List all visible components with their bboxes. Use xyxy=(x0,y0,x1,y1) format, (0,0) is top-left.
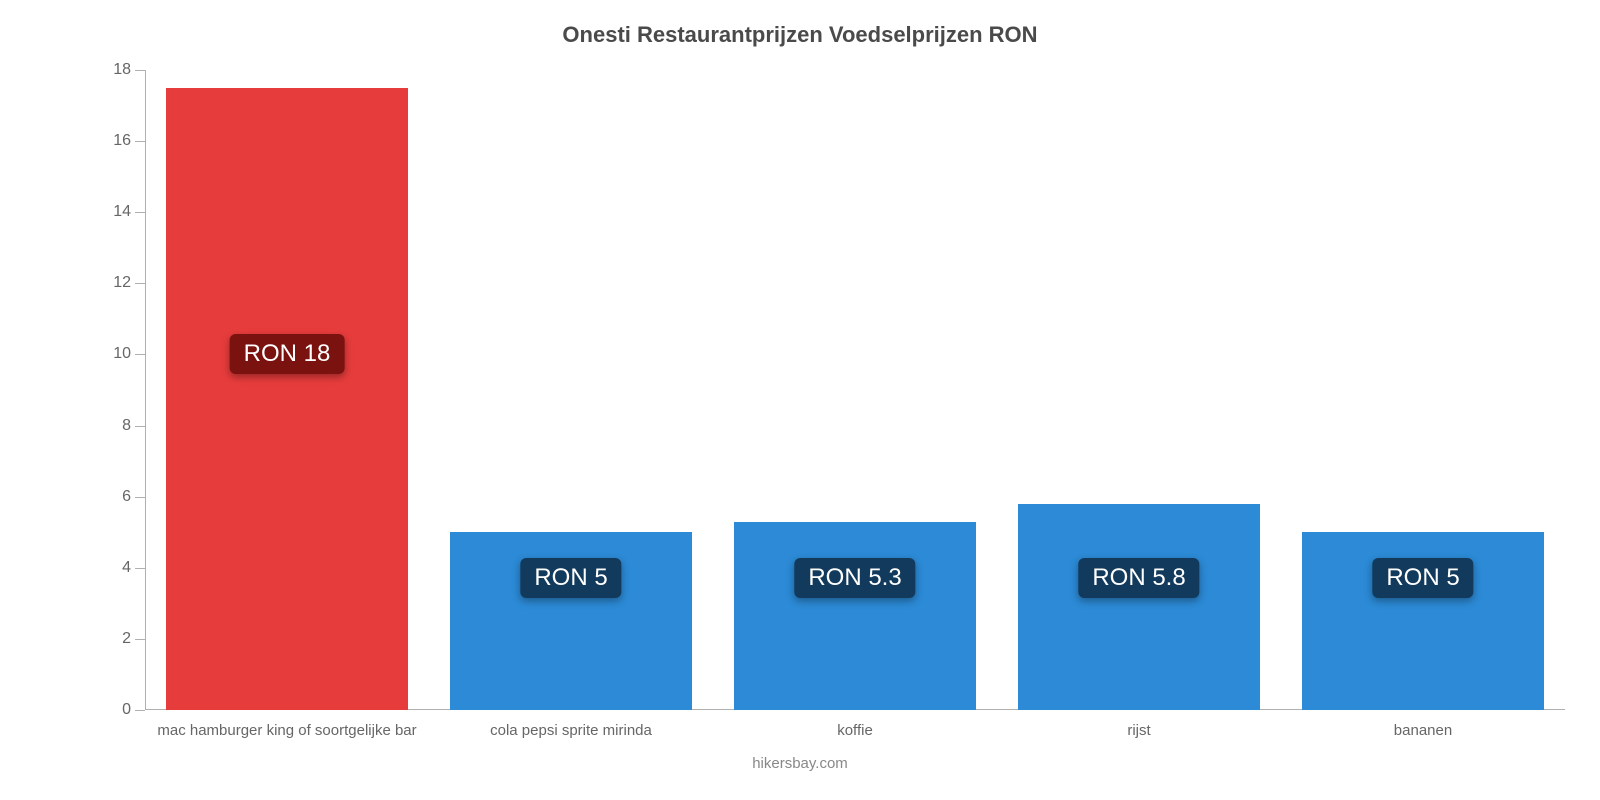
y-tick-label: 8 xyxy=(122,417,131,435)
y-tick-label: 12 xyxy=(113,274,131,292)
y-tick xyxy=(135,70,145,71)
value-badge: RON 18 xyxy=(230,334,345,374)
x-category-label: mac hamburger king of soortgelijke bar xyxy=(157,722,416,739)
y-tick xyxy=(135,283,145,284)
y-tick xyxy=(135,639,145,640)
y-tick xyxy=(135,497,145,498)
y-tick-label: 2 xyxy=(122,630,131,648)
x-category-label: rijst xyxy=(1127,722,1150,739)
attribution-text: hikersbay.com xyxy=(0,755,1600,772)
x-category-label: cola pepsi sprite mirinda xyxy=(490,722,652,739)
chart-title: Onesti Restaurantprijzen Voedselprijzen … xyxy=(0,22,1600,48)
value-badge: RON 5 xyxy=(1372,558,1473,598)
y-tick-label: 14 xyxy=(113,203,131,221)
value-badge: RON 5.3 xyxy=(794,558,915,598)
bar xyxy=(734,522,975,710)
y-tick xyxy=(135,710,145,711)
y-tick xyxy=(135,354,145,355)
value-badge: RON 5.8 xyxy=(1078,558,1199,598)
x-category-label: bananen xyxy=(1394,722,1452,739)
y-tick xyxy=(135,141,145,142)
plot-area: 024681012141618RON 18mac hamburger king … xyxy=(145,70,1565,710)
bar xyxy=(1018,504,1259,710)
y-tick xyxy=(135,426,145,427)
y-axis xyxy=(145,70,146,710)
y-tick-label: 10 xyxy=(113,345,131,363)
y-tick-label: 0 xyxy=(122,701,131,719)
y-tick xyxy=(135,568,145,569)
bar xyxy=(166,88,407,710)
y-tick xyxy=(135,212,145,213)
y-tick-label: 18 xyxy=(113,61,131,79)
price-bar-chart: Onesti Restaurantprijzen Voedselprijzen … xyxy=(0,0,1600,800)
y-tick-label: 4 xyxy=(122,559,131,577)
y-tick-label: 16 xyxy=(113,132,131,150)
x-category-label: koffie xyxy=(837,722,873,739)
y-tick-label: 6 xyxy=(122,488,131,506)
value-badge: RON 5 xyxy=(520,558,621,598)
